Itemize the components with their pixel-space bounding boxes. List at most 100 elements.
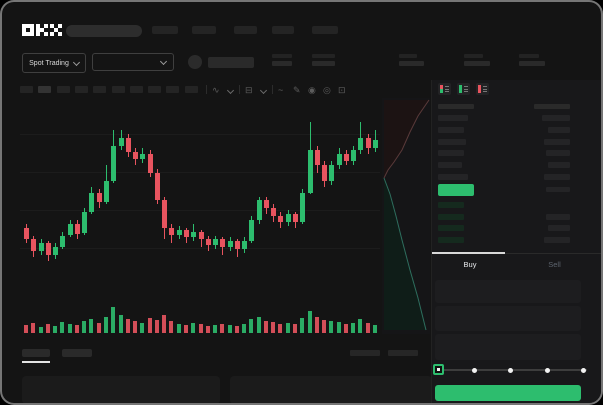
slider-stop-4[interactable] — [581, 367, 586, 373]
stat-label-0 — [272, 54, 292, 58]
ask-price — [438, 126, 464, 133]
timeframe-button-3[interactable] — [74, 86, 88, 93]
ask-price — [438, 174, 468, 180]
settings-icon[interactable]: ◎ — [323, 85, 331, 95]
bottom-panel-0 — [22, 376, 220, 403]
stat-value-1 — [312, 61, 335, 66]
nav-item-4[interactable] — [312, 26, 338, 34]
search-input[interactable] — [66, 25, 142, 37]
ask-amount — [544, 174, 570, 180]
line-type-icon[interactable]: ~ — [278, 85, 284, 95]
amount-slider[interactable] — [435, 369, 587, 372]
bottom-tab-1[interactable] — [62, 349, 92, 357]
bid-amount — [546, 213, 570, 220]
slider-handle[interactable] — [433, 364, 444, 375]
gridline — [20, 210, 380, 211]
bottom-tab-underline — [22, 361, 50, 363]
last-price-badge — [438, 184, 474, 196]
tab-sell[interactable]: Sell — [508, 255, 601, 273]
timeframe-button-6[interactable] — [129, 86, 143, 93]
nav-item-2[interactable] — [234, 26, 257, 34]
stat-value-0 — [272, 61, 292, 66]
buy-button[interactable] — [435, 385, 581, 401]
slider-stop-2[interactable] — [508, 367, 513, 373]
coin-avatar — [188, 55, 202, 69]
ask-amount — [544, 138, 570, 145]
ask-amount — [548, 126, 570, 133]
ask-amount — [542, 115, 570, 121]
ask-price — [438, 162, 462, 169]
timeframe-button-1[interactable] — [38, 86, 52, 93]
fullscreen-icon[interactable]: ⊡ — [338, 85, 346, 95]
toolbar-separator — [272, 85, 273, 94]
timeframe-button-8[interactable] — [166, 86, 180, 93]
bid-amount — [548, 225, 570, 231]
book-asks-icon[interactable] — [476, 83, 489, 95]
stat-label-2 — [399, 54, 417, 58]
timeframe-button-7[interactable] — [148, 86, 162, 93]
sell-tab-label: Sell — [548, 259, 561, 269]
gridline — [20, 248, 380, 249]
buy-tab-label: Buy — [463, 259, 477, 269]
pair-selector-dropdown[interactable] — [92, 53, 174, 71]
chevron-down-icon[interactable] — [259, 86, 268, 95]
order-field-2[interactable] — [435, 334, 581, 360]
timeframe-button-9[interactable] — [184, 86, 198, 93]
book-bids-icon[interactable] — [457, 83, 470, 95]
bottom-right-control-0[interactable] — [350, 350, 380, 356]
ask-price — [438, 138, 466, 145]
timeframe-button-2[interactable] — [56, 86, 70, 93]
bottom-panel-1 — [230, 376, 432, 403]
orderbook-header-amount — [534, 104, 570, 109]
chevron-down-icon — [159, 57, 168, 66]
bid-price — [438, 236, 464, 243]
stat-value-2 — [399, 61, 424, 66]
slider-stop-1[interactable] — [471, 367, 477, 373]
order-field-0[interactable] — [435, 280, 581, 303]
stat-label-1 — [312, 54, 335, 58]
chart-style-icon[interactable]: ⊟ — [245, 85, 253, 95]
okx-logo[interactable] — [22, 24, 62, 38]
tab-divider — [505, 253, 601, 254]
stat-label-4 — [519, 54, 539, 58]
book-combined-icon[interactable] — [438, 83, 451, 95]
stat-value-3 — [464, 61, 490, 66]
bid-price — [438, 213, 464, 220]
indicators-icon[interactable]: ∿ — [212, 85, 220, 95]
bottom-tab-0[interactable] — [22, 349, 50, 357]
ask-price — [438, 150, 464, 157]
stat-value-4 — [519, 61, 545, 66]
market-type-dropdown[interactable]: Spot Trading — [22, 53, 86, 73]
camera-icon[interactable]: ◉ — [308, 85, 316, 95]
draw-icon[interactable]: ✎ — [293, 85, 301, 95]
gridline — [20, 172, 380, 173]
market-type-label: Spot Trading — [29, 59, 69, 67]
last-price-amount — [546, 187, 570, 192]
pair-name-placeholder — [208, 57, 254, 68]
slider-handle-dot — [437, 368, 440, 371]
nav-item-1[interactable] — [192, 26, 216, 34]
timeframe-button-4[interactable] — [93, 86, 107, 93]
buy-tab-underline — [432, 252, 505, 254]
toolbar-separator — [239, 85, 240, 94]
ask-amount — [548, 162, 570, 169]
chevron-down-icon — [72, 58, 80, 67]
order-field-1[interactable] — [435, 306, 581, 331]
toolbar-separator — [206, 85, 207, 94]
timeframe-button-0[interactable] — [20, 86, 33, 93]
depth-overlay — [382, 98, 430, 334]
timeframe-button-5[interactable] — [111, 86, 125, 93]
bottom-right-control-1[interactable] — [388, 350, 418, 356]
stat-label-3 — [464, 54, 483, 58]
gridline — [20, 134, 380, 135]
tab-buy[interactable]: Buy — [432, 255, 508, 273]
bid-amount — [544, 236, 570, 243]
chevron-down-icon[interactable] — [226, 86, 235, 95]
ask-price — [438, 115, 468, 121]
orderbook-header-price — [438, 104, 474, 109]
nav-item-3[interactable] — [272, 26, 294, 34]
nav-item-0[interactable] — [152, 26, 178, 34]
price-chart[interactable] — [2, 98, 431, 338]
slider-stop-3[interactable] — [544, 367, 550, 373]
